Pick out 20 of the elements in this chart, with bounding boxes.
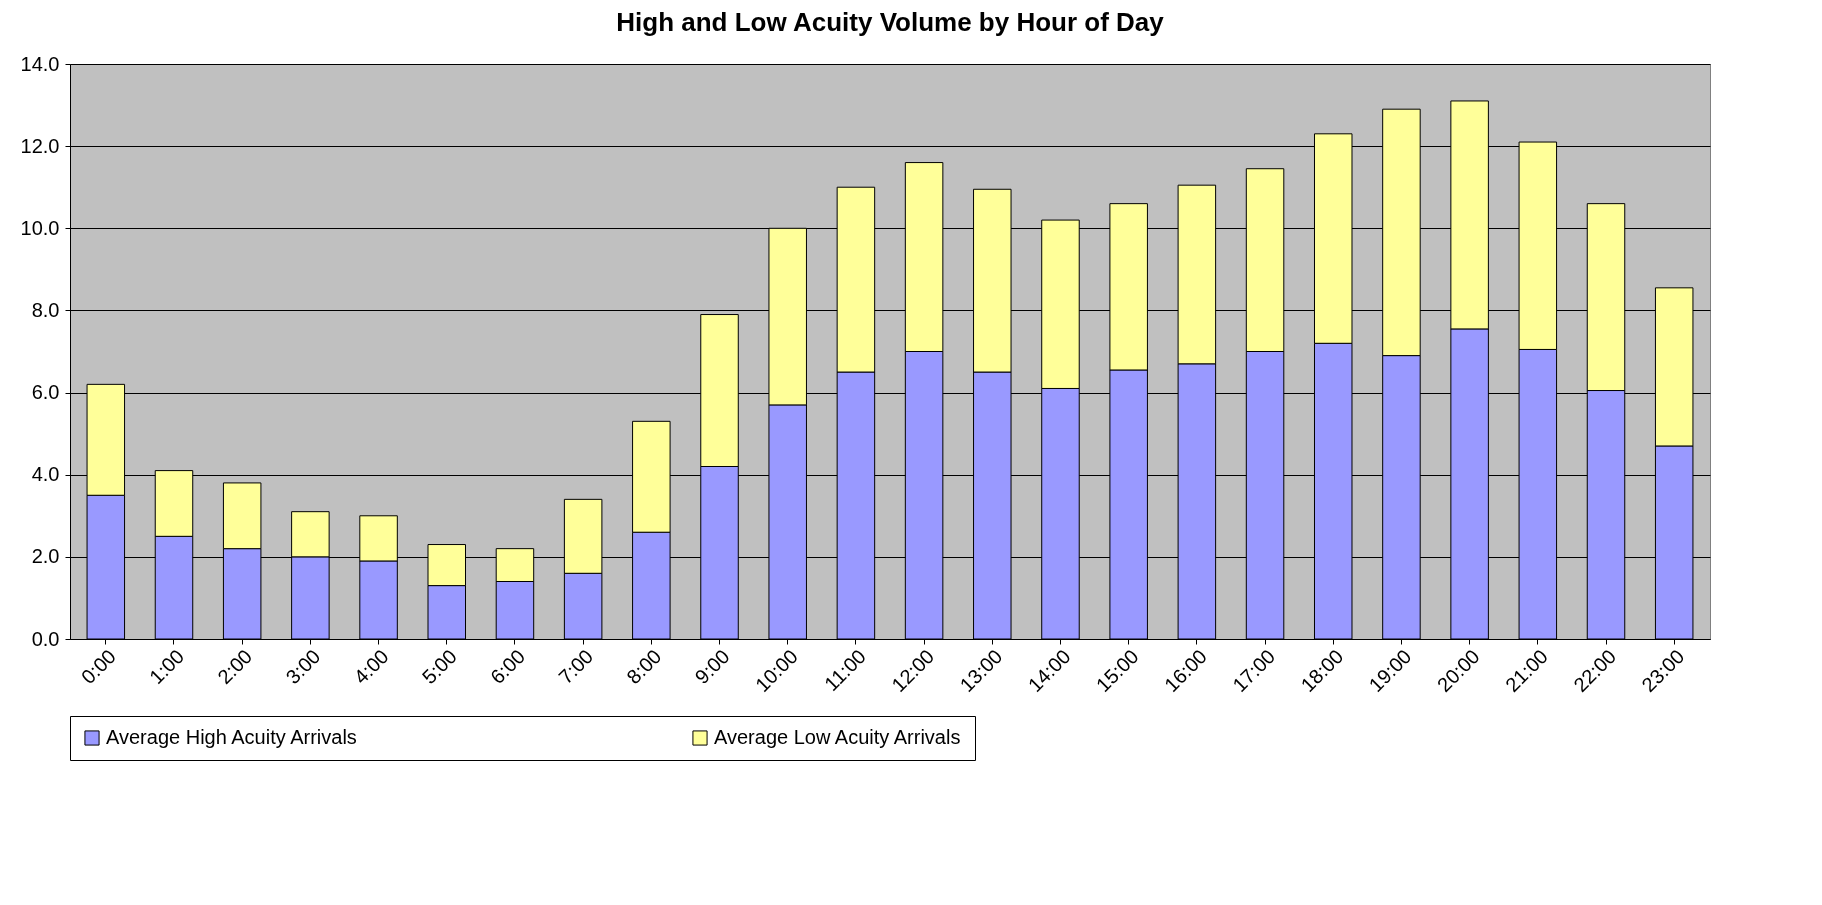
y-tick-label: 6.0 (31, 381, 60, 404)
legend-label: Average High Acuity Arrivals (106, 726, 357, 748)
y-tick-label: 12.0 (20, 134, 60, 157)
chart-title: High and Low Acuity Volume by Hour of Day (616, 7, 1165, 37)
x-tick-label: 0:00 (76, 645, 120, 689)
y-tick-label: 10.0 (20, 216, 60, 239)
y-tick-label: 4.0 (31, 463, 60, 486)
y-tick-label: 2.0 (31, 545, 60, 568)
y-tick-label: 8.0 (31, 298, 60, 321)
x-tick-label: 5:00 (417, 645, 461, 689)
x-tick-label: 6:00 (486, 645, 530, 689)
x-tick-label: 4:00 (349, 645, 393, 689)
x-tick-label: 9:00 (690, 645, 734, 689)
legend-label: Average Low Acuity Arrivals (714, 726, 961, 748)
x-tick-label: 8:00 (622, 645, 666, 689)
x-tick-label: 3:00 (281, 645, 325, 689)
x-tick-label: 1:00 (145, 645, 189, 689)
y-tick-label: 0.0 (31, 627, 60, 650)
x-tick-label: 7:00 (554, 645, 598, 689)
y-tick-label: 14.0 (20, 52, 60, 75)
